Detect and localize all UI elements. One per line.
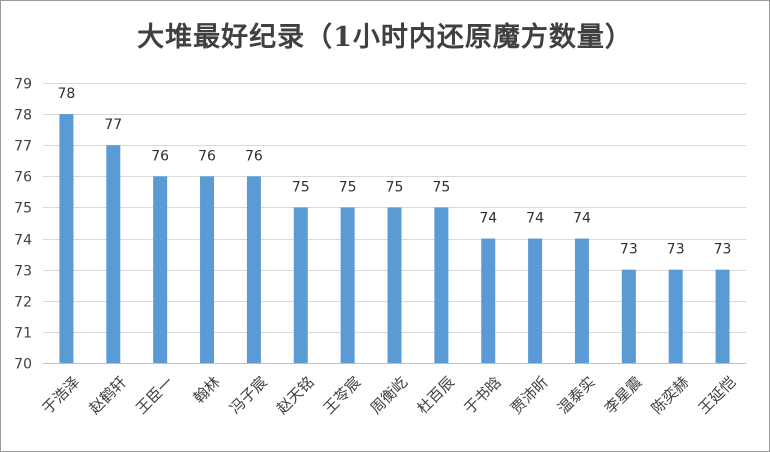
data-label: 74 xyxy=(479,211,497,227)
data-label: 74 xyxy=(573,211,591,227)
category-label: 赵天铭 xyxy=(273,373,318,418)
bar xyxy=(340,207,355,363)
data-label: 75 xyxy=(292,179,310,195)
bar xyxy=(106,145,121,363)
category-label: 赵鹤轩 xyxy=(85,373,130,418)
category-label: 杜百辰 xyxy=(414,373,459,418)
data-labels: 78 77 76 76 76 75 75 75 75 74 74 74 73 73 73 xyxy=(58,86,732,258)
data-label: 76 xyxy=(198,148,216,164)
data-label: 78 xyxy=(58,86,76,102)
data-label: 76 xyxy=(151,148,169,164)
data-label: 73 xyxy=(714,242,732,258)
category-label: 贾沛昕 xyxy=(507,373,552,418)
data-label: 75 xyxy=(432,179,450,195)
bar xyxy=(387,207,402,363)
y-axis-ticks: 70 71 72 73 74 75 76 77 78 79 xyxy=(14,77,32,373)
bars xyxy=(59,114,730,363)
y-tick-label: 73 xyxy=(14,264,32,280)
bar xyxy=(59,114,74,363)
data-label: 75 xyxy=(386,179,404,195)
data-label: 73 xyxy=(667,242,685,258)
category-label: 王臣一 xyxy=(132,373,177,418)
category-label: 于书晗 xyxy=(460,373,505,418)
bar xyxy=(246,176,261,363)
bar xyxy=(621,269,636,363)
bar xyxy=(715,269,730,363)
x-axis-categories: 于浩泽 赵鹤轩 王臣一 翰林 冯子宸 赵天铭 王苓宸 周衡屹 杜百辰 于书晗 贾沛昕 温泰实 李星震 陈奕… xyxy=(39,373,740,418)
bar xyxy=(293,207,308,363)
category-label: 陈奕赫 xyxy=(648,373,693,418)
y-tick-label: 76 xyxy=(14,170,32,186)
data-label: 76 xyxy=(245,148,263,164)
y-tick-label: 75 xyxy=(14,201,32,217)
data-label: 77 xyxy=(104,117,122,133)
category-label: 翰林 xyxy=(190,373,224,407)
category-label: 王延恺 xyxy=(695,373,740,418)
y-tick-label: 79 xyxy=(14,77,32,93)
category-label: 温泰实 xyxy=(554,373,599,418)
bar xyxy=(574,238,589,363)
bar xyxy=(200,176,215,363)
bar xyxy=(153,176,168,363)
category-label: 王苓宸 xyxy=(320,373,365,418)
category-label: 冯子宸 xyxy=(226,373,271,418)
y-tick-label: 78 xyxy=(14,108,32,124)
bar xyxy=(528,238,543,363)
category-label: 李星震 xyxy=(601,373,646,418)
y-tick-label: 74 xyxy=(14,233,32,249)
data-label: 74 xyxy=(526,211,544,227)
category-label: 于浩泽 xyxy=(39,373,84,418)
y-tick-label: 72 xyxy=(14,295,32,311)
category-label: 周衡屹 xyxy=(367,373,412,418)
y-tick-label: 70 xyxy=(14,357,32,373)
y-tick-label: 77 xyxy=(14,139,32,155)
data-label: 73 xyxy=(620,242,638,258)
bar xyxy=(668,269,683,363)
bar xyxy=(434,207,449,363)
data-label: 75 xyxy=(339,179,357,195)
y-tick-label: 71 xyxy=(14,326,32,342)
chart-title: 大堆最好纪录（1小时内还原魔方数量） xyxy=(137,22,633,53)
bar xyxy=(481,238,496,363)
